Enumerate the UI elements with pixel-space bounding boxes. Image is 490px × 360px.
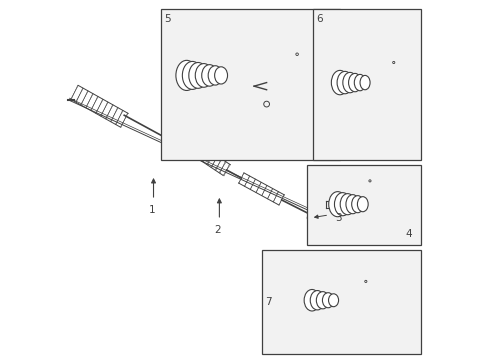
Circle shape [309,216,313,220]
Bar [368,181,372,197]
Circle shape [332,96,337,101]
Ellipse shape [322,293,334,308]
Ellipse shape [354,75,366,91]
Text: 3: 3 [335,213,342,223]
Ellipse shape [329,192,346,217]
Circle shape [392,62,395,64]
Bar [307,165,421,245]
Circle shape [387,97,390,100]
Circle shape [319,73,335,89]
Ellipse shape [317,292,329,309]
Circle shape [284,72,289,76]
Bar [391,63,396,77]
Circle shape [376,199,392,215]
Text: 5: 5 [165,14,171,24]
Ellipse shape [348,73,362,92]
Circle shape [259,63,278,81]
Text: 2: 2 [215,225,221,235]
Circle shape [171,62,176,68]
Circle shape [379,87,384,92]
Circle shape [369,180,371,182]
Ellipse shape [331,71,348,95]
Ellipse shape [195,64,213,87]
Circle shape [262,66,274,78]
Ellipse shape [328,294,339,307]
Circle shape [385,95,392,102]
Ellipse shape [346,195,360,214]
Circle shape [307,214,315,221]
Circle shape [291,302,305,316]
Bar [313,9,421,160]
Circle shape [282,70,291,78]
Ellipse shape [360,75,370,90]
Circle shape [309,197,318,206]
Circle shape [296,53,298,55]
Text: 6: 6 [316,14,322,24]
Ellipse shape [176,60,197,90]
Circle shape [169,60,178,70]
Circle shape [354,314,363,323]
Bar [294,54,299,58]
Ellipse shape [337,71,353,94]
Circle shape [389,219,394,224]
Bar [161,9,340,160]
Ellipse shape [340,194,355,215]
Circle shape [293,305,302,314]
Bar [364,282,368,285]
Circle shape [376,85,386,94]
Text: 4: 4 [406,229,413,239]
Bar [262,250,421,354]
Ellipse shape [202,65,218,86]
Bar [294,54,300,72]
Circle shape [275,290,292,307]
Circle shape [331,95,339,103]
Ellipse shape [208,66,222,85]
Circle shape [357,316,361,320]
Ellipse shape [189,63,207,88]
Circle shape [391,220,392,222]
Ellipse shape [304,289,320,311]
Circle shape [379,201,390,212]
Text: 7: 7 [265,297,271,307]
Bar [368,181,372,184]
Circle shape [317,70,338,91]
Circle shape [311,199,316,204]
Bar [392,63,396,66]
Text: 1: 1 [149,205,155,215]
Ellipse shape [215,67,227,84]
Circle shape [392,212,398,219]
Circle shape [393,214,396,217]
Ellipse shape [357,197,368,212]
Circle shape [271,286,295,311]
Ellipse shape [310,291,324,310]
Ellipse shape [335,193,351,216]
Bar [363,282,368,298]
Ellipse shape [343,72,357,93]
Circle shape [365,280,367,283]
Ellipse shape [182,62,202,89]
Ellipse shape [352,195,364,213]
